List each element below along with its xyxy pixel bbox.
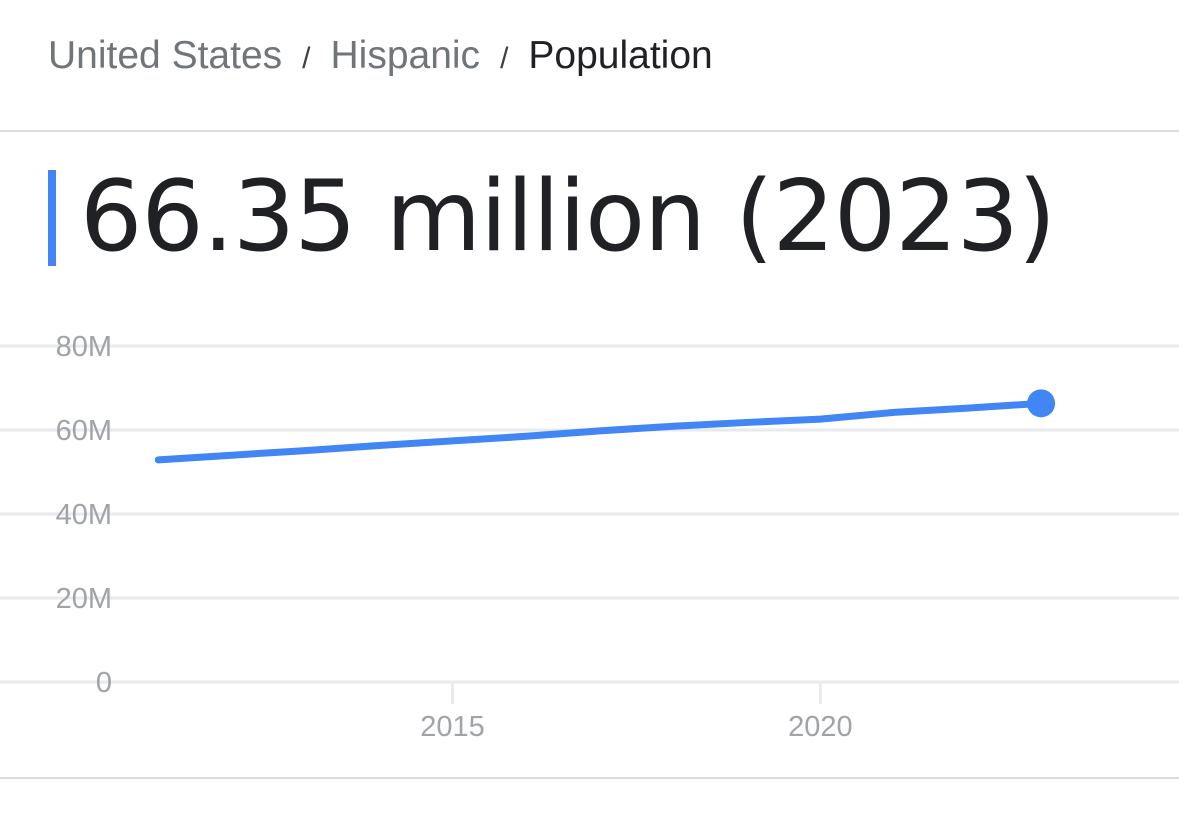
y-tick-label: 20M: [56, 583, 112, 615]
breadcrumb-separator: /: [302, 42, 311, 75]
y-tick-label: 0: [96, 667, 112, 699]
breadcrumb: United States / Hispanic / Population: [48, 32, 713, 83]
x-tick-label: 2020: [788, 711, 853, 743]
y-tick-label: 60M: [56, 415, 112, 447]
breadcrumb-separator: /: [500, 42, 509, 75]
headline-value: 66.35 million (2023): [80, 160, 1056, 274]
axis-layer: 0 20M 40M 60M 80M 2015 2020: [56, 331, 853, 743]
y-tick-label: 80M: [56, 331, 112, 363]
divider-bottom: [0, 777, 1179, 779]
headline-row: 66.35 million (2023): [48, 160, 1056, 274]
grid-layer: [0, 344, 1179, 684]
series-layer: [154, 389, 1056, 464]
breadcrumb-item-group[interactable]: Hispanic: [330, 34, 481, 77]
accent-bar: [48, 169, 56, 266]
breadcrumb-current: Population: [528, 34, 713, 77]
latest-value-marker[interactable]: [1027, 389, 1056, 418]
divider-top: [0, 130, 1179, 132]
population-line-chart: 0 20M 40M 60M 80M 2015 2020: [0, 331, 1179, 743]
y-tick-label: 40M: [56, 499, 112, 531]
x-tick-label: 2015: [420, 711, 485, 743]
series-line: [154, 399, 1045, 464]
breadcrumb-item-country[interactable]: United States: [48, 34, 283, 77]
